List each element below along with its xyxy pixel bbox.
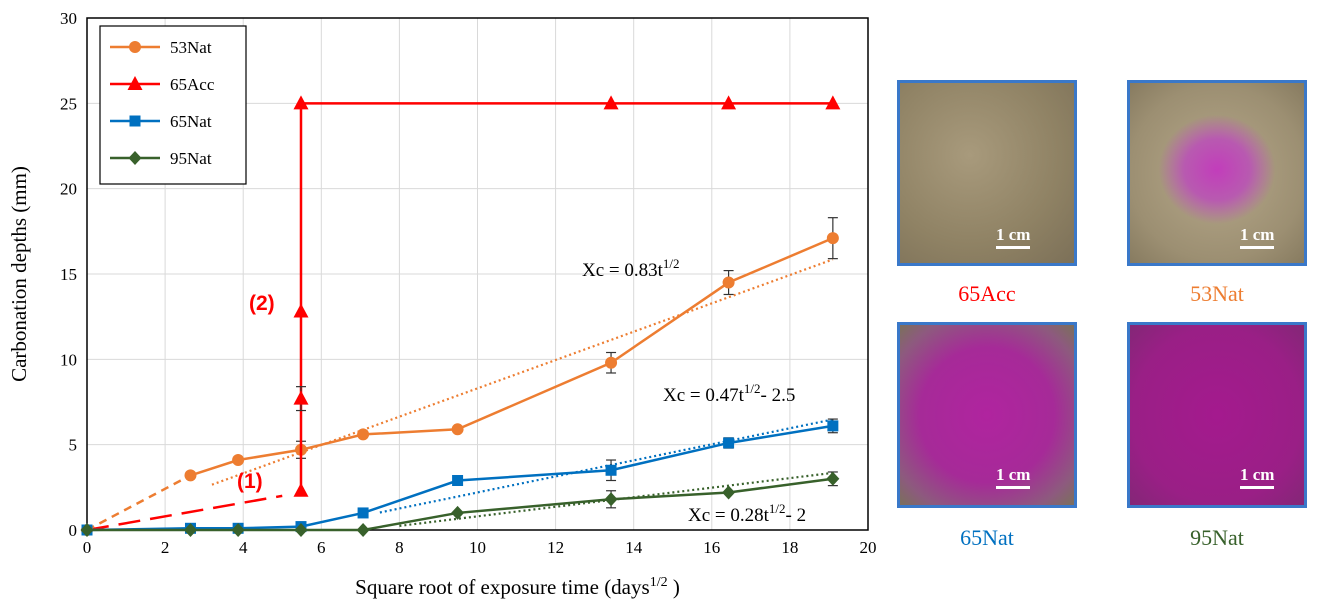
caption-65acc: 65Acc <box>958 281 1016 306</box>
marker-95nat <box>722 485 736 500</box>
marker-65nat <box>723 437 735 449</box>
marker-95nat <box>231 523 245 537</box>
x-tick-label: 14 <box>625 538 643 557</box>
y-tick-label: 30 <box>60 9 77 28</box>
legend-marker-65nat <box>129 115 141 127</box>
x-tick-label: 2 <box>161 538 170 557</box>
label-path-1: (1) <box>237 470 263 493</box>
marker-53nat <box>826 232 839 245</box>
marker-95nat <box>451 505 465 520</box>
marker-65acc <box>721 95 737 110</box>
red-dashed-path <box>86 494 283 532</box>
series-line-53nat <box>190 237 834 477</box>
y-tick-label: 25 <box>60 94 77 113</box>
marker-65nat <box>452 475 464 487</box>
marker-95nat <box>294 523 308 537</box>
photo-95nat: 1 cm <box>1127 322 1307 508</box>
series-line-dashed-53nat <box>86 474 192 532</box>
x-tick-label: 10 <box>469 538 486 557</box>
legend-label-65acc: 65Acc <box>170 75 215 94</box>
x-tick-label: 0 <box>83 538 92 557</box>
marker-53nat <box>357 428 370 441</box>
marker-53nat <box>605 356 618 369</box>
y-tick-label: 20 <box>60 180 77 199</box>
photo-53nat: 1 cm <box>1127 80 1307 266</box>
marker-65acc <box>293 95 309 110</box>
scale-bar-95nat: 1 cm <box>1240 465 1275 489</box>
marker-65acc <box>293 303 309 318</box>
scale-bar-65nat: 1 cm <box>996 465 1031 489</box>
marker-65nat <box>827 420 839 432</box>
marker-95nat <box>356 523 370 537</box>
equation-53nat: Xc = 0.83t1/2 <box>582 256 680 281</box>
legend-label-65nat: 65Nat <box>170 112 212 131</box>
marker-53nat <box>451 423 464 436</box>
legend-label-53nat: 53Nat <box>170 38 212 57</box>
x-tick-label: 6 <box>317 538 326 557</box>
y-tick-label: 0 <box>69 521 78 540</box>
photo-65nat: 1 cm <box>897 322 1077 508</box>
y-tick-label: 15 <box>60 265 77 284</box>
marker-65acc <box>293 482 309 497</box>
x-tick-label: 8 <box>395 538 404 557</box>
marker-65acc <box>825 95 841 110</box>
x-tick-label: 20 <box>860 538 877 557</box>
marker-65acc <box>293 390 309 405</box>
marker-95nat <box>183 523 197 537</box>
legend-marker-53nat <box>129 41 141 53</box>
scale-bar-53nat: 1 cm <box>1240 225 1275 249</box>
equation-65nat: Xc = 0.47t1/2- 2.5 <box>663 381 795 406</box>
carbonation-chart: 0 2 4 6 8 10 12 14 16 18 20 0 5 10 15 20 25 30 Square root… <box>7 9 877 599</box>
legend: 53Nat 65Acc 65Nat 95Nat <box>99 25 247 185</box>
legend-label-95nat: 95Nat <box>170 149 212 168</box>
y-tick-label: 10 <box>60 350 77 369</box>
plot-frame <box>86 17 869 531</box>
y-tick-label: 5 <box>69 436 78 455</box>
legend-marker-95nat <box>128 151 142 165</box>
caption-95nat: 95Nat <box>1190 525 1244 550</box>
marker-65acc <box>603 95 619 110</box>
y-axis-label: Carbonation depths (mm) <box>7 166 31 382</box>
equation-95nat: Xc = 0.28t1/2- 2 <box>688 501 806 526</box>
x-axis-label: Square root of exposure time (days1/2 ) <box>355 575 680 599</box>
marker-53nat <box>722 276 735 289</box>
x-tick-label: 16 <box>703 538 720 557</box>
scale-bar-65acc: 1 cm <box>996 225 1031 249</box>
marker-65nat <box>357 507 369 519</box>
marker-95nat <box>80 523 94 537</box>
x-tick-label: 12 <box>547 538 564 557</box>
marker-65nat <box>605 464 617 476</box>
marker-95nat <box>604 492 618 507</box>
caption-53nat: 53Nat <box>1190 281 1244 306</box>
marker-53nat <box>184 469 197 482</box>
x-tick-label: 4 <box>239 538 248 557</box>
marker-95nat <box>826 471 840 486</box>
label-path-2: (2) <box>249 292 275 315</box>
legend-marker-65acc <box>127 76 143 90</box>
photo-65acc: 1 cm <box>897 80 1077 266</box>
x-tick-label: 18 <box>781 538 798 557</box>
caption-65nat: 65Nat <box>960 525 1014 550</box>
marker-53nat <box>232 454 245 467</box>
